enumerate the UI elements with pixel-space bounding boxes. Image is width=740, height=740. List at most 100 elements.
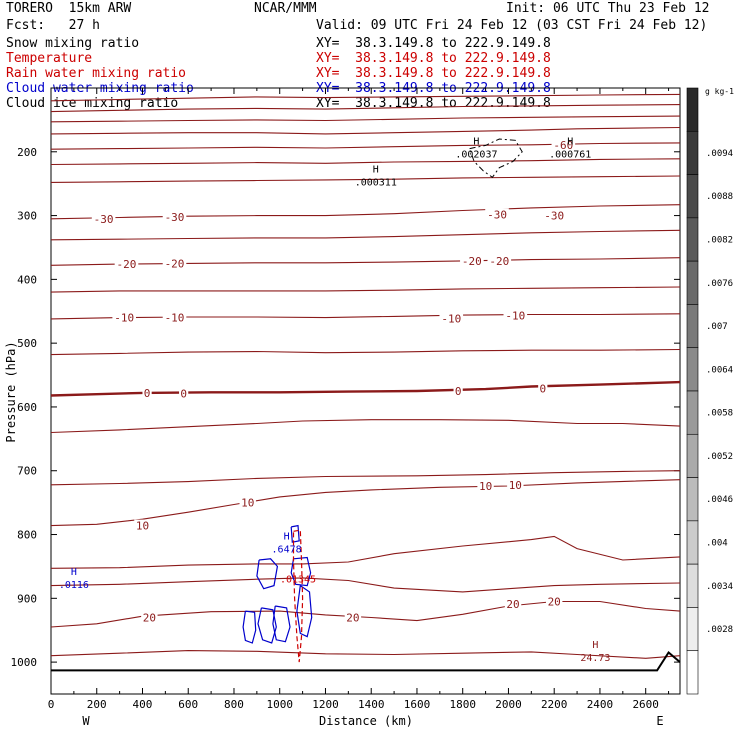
colorbar-swatch — [686, 607, 699, 652]
contour-label-bg — [162, 257, 187, 269]
isotherm-line — [50, 158, 681, 166]
contour-label-bg — [551, 138, 576, 150]
legend-temperature: Temperature — [6, 51, 93, 66]
valid-time: Valid: 09 UTC Fri 24 Feb 12 (03 CST Fri … — [316, 18, 708, 33]
y-tick-label: 500 — [17, 337, 37, 350]
contour-label: -10 — [114, 312, 134, 325]
x-tick-label: 400 — [133, 698, 153, 711]
legend-cloud-ice: Cloud ice mixing ratio — [6, 96, 179, 111]
contour-label-bg — [439, 312, 464, 324]
legend-rain: Rain water mixing ratio — [6, 66, 187, 81]
cloud-water-contour — [272, 605, 291, 643]
isotherm-line — [50, 535, 681, 569]
isotherm-line — [50, 313, 681, 320]
contour-label-bg — [538, 382, 548, 394]
y-tick-label: 800 — [17, 529, 37, 542]
isotherm-line — [50, 204, 681, 220]
contour-label: 0 — [455, 385, 462, 398]
contour-label-bg — [112, 311, 136, 323]
contour-label-bg — [179, 387, 189, 399]
contour-label-bg — [91, 212, 116, 224]
isotherm-line — [50, 577, 681, 593]
x-tick-label: 1600 — [404, 698, 431, 711]
forecast-hour: Fcst: 27 h — [6, 18, 100, 33]
legend-xy-rain: XY= 38.3.149.8 to 222.9.149.8 — [316, 66, 551, 81]
x-tick-label: 2000 — [495, 698, 522, 711]
max-value: .000311 — [355, 178, 397, 189]
y-tick-label: 600 — [17, 401, 37, 414]
isotherm-line — [50, 115, 681, 123]
contour-label: 10 — [479, 480, 492, 493]
x-tick-label: 2200 — [541, 698, 568, 711]
isotherm-line — [50, 257, 681, 266]
contour-label-bg — [542, 209, 566, 221]
isotherm-line — [50, 175, 681, 183]
colorbar-swatch — [686, 650, 699, 695]
x-tick-label: 600 — [178, 698, 198, 711]
contour-label-bg — [239, 496, 256, 508]
contour-label-bg — [453, 385, 463, 396]
cloud-water-contour — [290, 524, 300, 543]
colorbar-label: .0028 — [706, 625, 733, 635]
contour-label: 0 — [144, 387, 151, 400]
contour-label-bg — [504, 598, 522, 610]
y-tick-label: 300 — [17, 210, 37, 223]
max-marker: H — [567, 137, 573, 148]
contour-label: -20 — [462, 255, 482, 268]
contour-label-bg — [507, 478, 524, 490]
colorbar-label: .0076 — [706, 279, 733, 289]
contour-label-bg — [141, 611, 158, 623]
colorbar-swatch — [686, 260, 699, 305]
isotherm-line — [50, 126, 681, 135]
x-tick-label: 2400 — [587, 698, 614, 711]
max-value: .0116 — [59, 580, 89, 591]
contour-label: -20 — [117, 258, 137, 271]
max-value: .000761 — [549, 150, 591, 161]
colorbar-swatch — [686, 563, 699, 608]
colorbar-label: .0058 — [706, 409, 733, 419]
contour-label-bg — [485, 208, 509, 220]
colorbar-swatch — [686, 390, 699, 435]
isotherm-line — [50, 470, 681, 486]
x-tick-label: 1000 — [266, 698, 293, 711]
x-tick-label: 1400 — [358, 698, 385, 711]
contour-label: -30 — [544, 210, 564, 223]
contour-label-bg — [162, 311, 187, 323]
colorbar-label: .0064 — [706, 365, 733, 375]
contour-label: 20 — [548, 596, 561, 609]
isotherm-line — [50, 142, 681, 150]
legend-xy-snow: XY= 38.3.149.8 to 222.9.149.8 — [316, 36, 551, 51]
max-marker: H — [373, 165, 379, 176]
max-marker: H — [473, 137, 479, 148]
contour-label: 20 — [143, 611, 156, 624]
colorbar-label: .007 — [706, 322, 728, 332]
contour-label: 10 — [241, 497, 254, 510]
y-axis-title: Pressure (hPa) — [4, 341, 18, 442]
colorbar-swatch — [686, 304, 699, 349]
cloud-water-contour — [242, 610, 257, 644]
colorbar-swatch — [686, 347, 699, 392]
cloud-water-contour — [256, 558, 279, 590]
west-label: W — [82, 714, 90, 728]
isotherm-line — [50, 419, 681, 434]
isotherm-line — [50, 286, 681, 293]
contour-label: -20 — [489, 255, 509, 268]
contour-label-bg — [546, 595, 563, 607]
center-title: NCAR/MMM — [254, 1, 317, 16]
legend-xy-temperature: XY= 38.3.149.8 to 222.9.149.8 — [316, 51, 551, 66]
x-axis-title: Distance (km) — [319, 714, 413, 728]
colorbar-label: .0034 — [706, 582, 733, 592]
contour-label-bg — [114, 258, 139, 270]
plot-frame — [50, 87, 681, 695]
isotherm-line — [50, 348, 681, 356]
contour-label: -30 — [487, 208, 507, 221]
y-tick-label: 700 — [17, 465, 37, 478]
x-tick-label: 1200 — [312, 698, 339, 711]
contour-label-bg — [487, 254, 512, 266]
model-title: TORERO 15km ARW — [6, 1, 132, 16]
isotherm-line — [50, 229, 681, 241]
colorbar-label: .0088 — [706, 192, 733, 202]
colorbar-label: .0094 — [706, 149, 733, 159]
colorbar-swatch — [686, 87, 699, 132]
